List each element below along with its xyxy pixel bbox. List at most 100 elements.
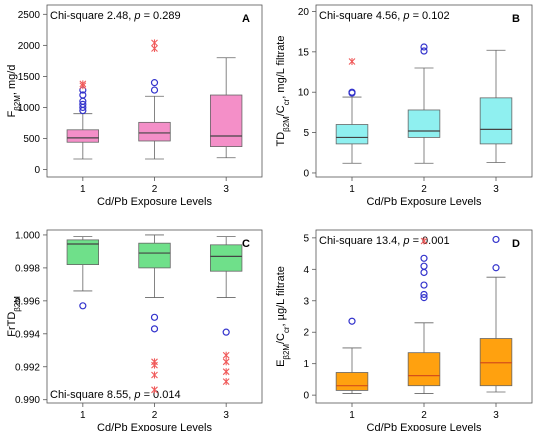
outlier-circle <box>79 91 87 99</box>
box-iqr <box>335 372 369 391</box>
outlier-star <box>151 361 158 369</box>
y-tick-label: 0.998 <box>15 263 40 274</box>
box-iqr <box>209 244 243 272</box>
outlier-star <box>222 358 230 366</box>
y-tick-label: 15 <box>298 47 310 58</box>
stat-annotation: Chi-square 13.4, p = 0.001 <box>319 235 450 247</box>
box-2 <box>138 234 171 394</box>
x-axis-label: Cd/Pb Exposure Levels <box>97 196 212 208</box>
y-axis-label: FrTDβ2M <box>6 296 22 337</box>
chart-panel-a: 0 500 1000 1500 2000 2500 1 2 3 Cd/Pb Exposure Le… <box>6 4 263 208</box>
y-tick-label: 0 <box>34 165 40 176</box>
box-iqr <box>66 129 99 143</box>
y-tick-label: 5 <box>303 233 309 244</box>
y-tick-label: 5 <box>303 128 309 139</box>
x-tick-label: 1 <box>349 410 355 421</box>
outlier-star <box>222 378 230 386</box>
outlier-circle <box>420 268 428 277</box>
outlier-circle <box>222 328 230 336</box>
x-tick-label: 2 <box>421 410 427 421</box>
x-axis-label: Cd/Pb Exposure Levels <box>367 196 482 208</box>
panel-label: B <box>512 13 520 25</box>
stat-annotation: Chi-square 4.56, p = 0.102 <box>319 10 450 22</box>
box-iqr <box>479 97 513 145</box>
y-tick-label: 3 <box>303 296 309 307</box>
chart-panel-d: 0 1 2 3 4 5 1 2 3 Cd/Pb Exposure Levels Eβ2M/Ccr, … <box>275 229 533 431</box>
x-tick-label: 2 <box>421 184 427 195</box>
y-tick-label: 2 <box>303 328 309 339</box>
y-axis-label: TDβ2M/Ccr, mg/L filtrate <box>275 36 291 147</box>
x-axis-label: Cd/Pb Exposure Levels <box>367 422 482 431</box>
y-tick-label: 0 <box>303 168 309 179</box>
box-1 <box>66 236 99 310</box>
stat-annotation: Chi-square 2.48, p = 0.289 <box>50 10 181 22</box>
outlier-star <box>222 351 230 359</box>
box-3 <box>479 235 513 393</box>
box-1 <box>335 317 369 394</box>
y-tick-label: 1000 <box>18 103 41 114</box>
outlier-circle <box>420 290 428 299</box>
outlier-circle <box>420 294 428 302</box>
y-axis-label: Eβ2M/Ccr, µg/L filtrate <box>275 266 291 367</box>
panel-label: A <box>242 13 250 25</box>
y-tick-label: 2000 <box>18 41 41 52</box>
outlier-star <box>222 368 230 376</box>
outlier-circle <box>420 47 428 55</box>
outlier-circle <box>150 79 159 87</box>
x-tick-label: 3 <box>223 184 229 195</box>
panel-label: D <box>512 238 520 250</box>
outlier-circle <box>492 264 500 272</box>
outlier-star <box>151 371 158 379</box>
y-tick-label: 1 <box>303 359 309 370</box>
x-tick-label: 1 <box>349 184 355 195</box>
box-iqr <box>407 352 441 387</box>
outlier-circle <box>79 100 87 108</box>
outlier-circle <box>150 86 159 94</box>
outlier-circle <box>420 254 428 262</box>
chart-panel-b: 0 5 10 15 20 1 2 3 Cd/Pb Exposure Levels TDβ2M/Cc… <box>275 4 533 208</box>
box-iqr <box>479 338 513 387</box>
x-tick-label: 2 <box>152 184 158 195</box>
outlier-circle <box>348 317 356 325</box>
y-axis-label: Fβ2M, mg/d <box>6 65 22 118</box>
y-tick-label: 500 <box>23 134 40 145</box>
box-3 <box>479 49 513 163</box>
box-1 <box>335 58 369 164</box>
panel-label: C <box>242 238 250 250</box>
box-iqr <box>209 94 243 147</box>
outlier-circle <box>420 43 428 51</box>
x-tick-label: 3 <box>493 184 499 195</box>
outlier-circle <box>150 313 159 321</box>
outlier-circle <box>492 235 500 244</box>
outlier-star <box>420 237 428 245</box>
box-3 <box>209 236 243 386</box>
box-2 <box>407 237 441 394</box>
y-tick-label: 4 <box>303 265 309 276</box>
y-tick-label: 0 <box>303 391 309 402</box>
outlier-circle <box>420 281 428 289</box>
outlier-star <box>151 39 158 47</box>
x-tick-label: 2 <box>152 410 158 421</box>
box-2 <box>138 39 171 160</box>
y-tick-label: 0.996 <box>15 296 40 307</box>
outlier-circle <box>79 302 87 310</box>
outlier-circle <box>348 88 356 96</box>
box-iqr <box>407 109 441 138</box>
box-iqr <box>138 121 171 142</box>
box-1 <box>66 80 99 160</box>
y-tick-label: 1.000 <box>15 230 40 241</box>
outlier-star <box>348 58 356 66</box>
y-tick-label: 10 <box>298 88 310 99</box>
x-tick-label: 3 <box>493 410 499 421</box>
outlier-circle <box>420 262 428 270</box>
outlier-star <box>79 80 87 88</box>
box-3 <box>209 57 243 159</box>
y-tick-label: 0.992 <box>15 362 40 373</box>
y-tick-label: 1500 <box>18 72 41 83</box>
y-tick-label: 2500 <box>18 10 41 21</box>
x-tick-label: 3 <box>223 410 229 421</box>
y-tick-label: 0.994 <box>15 329 40 340</box>
x-tick-label: 1 <box>80 184 86 195</box>
x-tick-label: 1 <box>80 410 86 421</box>
